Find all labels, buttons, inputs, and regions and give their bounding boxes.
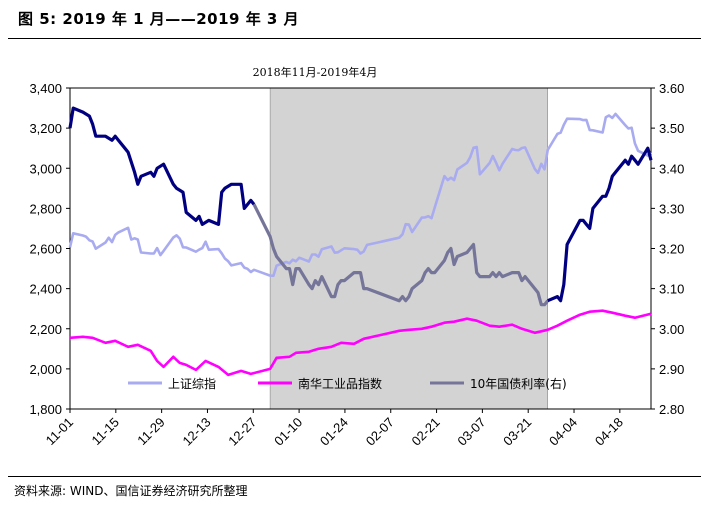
chart-subtitle: 2018年11月-2019年4月 xyxy=(253,65,378,79)
x-axis-label: 11-15 xyxy=(88,415,121,448)
bottom-rule xyxy=(8,476,701,477)
right-axis-label: 3.50 xyxy=(659,121,684,136)
figure-title: 图 5: 2019 年 1 月——2019 年 3 月 xyxy=(18,10,300,28)
shaded-period xyxy=(269,87,549,410)
x-axis-label: 11-29 xyxy=(134,415,167,448)
top-rule xyxy=(8,38,701,39)
right-axis-label: 3.30 xyxy=(659,201,684,216)
x-axis-label: 12-13 xyxy=(179,415,213,449)
left-axis-label: 3,000 xyxy=(29,161,62,176)
left-axis-label: 2,600 xyxy=(29,242,62,257)
x-axis-label: 04-04 xyxy=(546,415,580,449)
left-axis-label: 1,800 xyxy=(29,402,62,417)
left-axis-label: 2,200 xyxy=(29,322,62,337)
right-axis-label: 2.90 xyxy=(659,362,684,377)
left-axis-label: 3,200 xyxy=(29,121,62,136)
source-note: 资料来源: WIND、国信证券经济研究所整理 xyxy=(14,484,248,498)
series-line-bond-yield-during xyxy=(252,203,549,307)
left-axis-label: 2,400 xyxy=(29,282,62,297)
x-axis-label: 01-24 xyxy=(317,415,351,449)
x-axis-label: 03-21 xyxy=(500,415,534,449)
series-line-shanghai-composite xyxy=(68,112,652,278)
legend-label: 南华工业品指数 xyxy=(298,376,382,391)
x-axis-label: 02-07 xyxy=(363,415,397,449)
left-axis-label: 2,000 xyxy=(29,362,62,377)
line-chart: 2018年11月-2019年4月 3,400 3,200 3,000 2,800 2,6… xyxy=(29,65,684,449)
series-line-bond-yield-after xyxy=(547,146,653,303)
right-axis-label: 3.20 xyxy=(659,242,684,257)
left-axis-label: 2,800 xyxy=(29,201,62,216)
x-axis-label: 03-07 xyxy=(454,415,488,449)
right-axis-label: 3.40 xyxy=(659,161,684,176)
left-axis-label: 3,400 xyxy=(29,81,62,96)
series-line-bond-yield-before xyxy=(68,106,256,226)
right-axis-label: 3.10 xyxy=(659,282,684,297)
x-axis-label: 01-10 xyxy=(271,415,305,449)
legend-label: 上证综指 xyxy=(168,376,216,391)
right-axis-label: 2.80 xyxy=(659,402,684,417)
legend-label: 10年国债利率(右) xyxy=(470,376,567,391)
x-axis-label: 12-27 xyxy=(225,415,259,449)
series-line-nanhua-industrial xyxy=(69,309,652,377)
right-axis-label: 3.00 xyxy=(659,322,684,337)
x-axis-label: 11-01 xyxy=(43,415,76,448)
x-axis-label: 02-21 xyxy=(409,415,443,449)
right-axis-label: 3.60 xyxy=(659,81,684,96)
x-axis-label: 04-18 xyxy=(592,415,626,449)
